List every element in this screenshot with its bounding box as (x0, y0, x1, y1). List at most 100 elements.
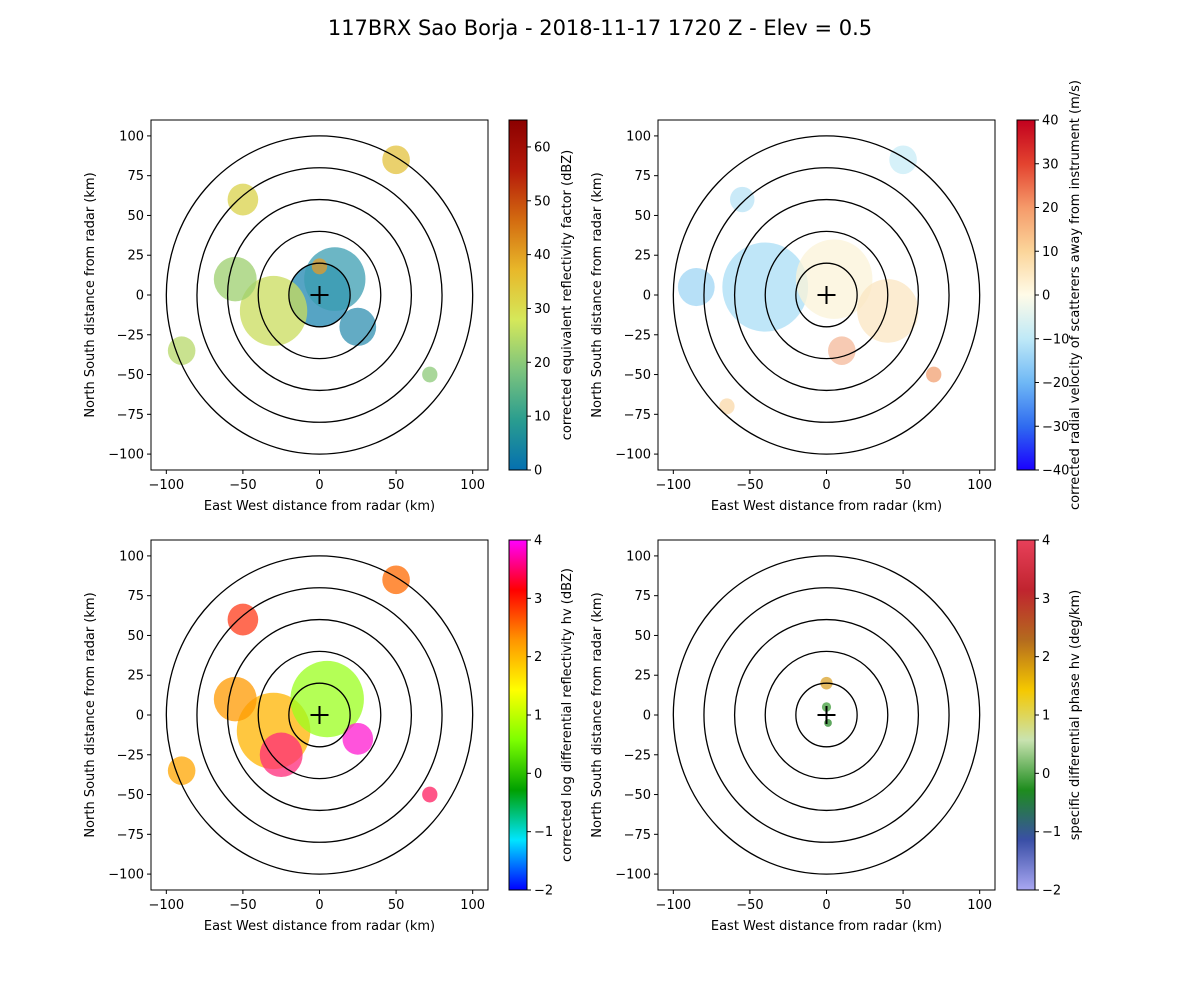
echo-region (259, 732, 303, 778)
y-tick-label: −25 (624, 748, 651, 763)
echo-region (824, 718, 832, 727)
colorbar-tick-label: 0 (1042, 289, 1050, 304)
echo-region (213, 676, 257, 722)
x-tick-label: 50 (895, 898, 912, 913)
echo-region (213, 256, 257, 302)
colorbar-tick-label: 0 (1042, 767, 1050, 782)
colorbar-tick-label: −1 (534, 825, 553, 840)
y-tick-label: −50 (624, 368, 651, 383)
y-tick-label: −100 (615, 448, 651, 463)
echo-region (342, 722, 374, 755)
y-tick-label: 75 (127, 169, 144, 184)
colorbar (1016, 119, 1036, 471)
x-tick-label: 100 (460, 478, 485, 493)
y-axis-label: North South distance from radar (km) (83, 592, 98, 837)
colorbar-tick-label: 4 (1042, 534, 1050, 549)
y-tick-label: 25 (127, 249, 144, 264)
y-tick-label: 100 (626, 549, 651, 564)
range-ring (764, 650, 889, 780)
y-tick-label: −50 (624, 788, 651, 803)
echo-region (382, 565, 410, 595)
range-ring (196, 167, 443, 423)
echo-region (677, 267, 715, 307)
y-tick-label: 100 (626, 129, 651, 144)
range-ring (288, 262, 351, 328)
x-axis-label: East West distance from radar (km) (711, 919, 942, 934)
x-axis-label: East West distance from radar (km) (204, 919, 435, 934)
colorbar-tick-label: 10 (534, 410, 551, 425)
y-tick-label: −100 (615, 868, 651, 883)
colorbar-tick-label: −1 (1042, 825, 1061, 840)
range-ring (165, 135, 474, 455)
echo-region (828, 336, 856, 365)
x-tick-label: 50 (895, 478, 912, 493)
y-tick-label: −75 (117, 828, 144, 843)
echo-region (339, 307, 377, 346)
radar-panel-1: −100 −50 0 50 100−100−75−50−250255075100East… (83, 119, 575, 514)
y-tick-label: 100 (119, 549, 144, 564)
range-ring (703, 587, 950, 843)
colorbar-tick-label: −2 (1042, 884, 1061, 899)
y-tick-label: 50 (634, 209, 651, 224)
x-axis-label: East West distance from radar (km) (204, 499, 435, 514)
x-tick-label: −100 (655, 898, 691, 913)
echo-region (227, 183, 259, 216)
radar-panel-2: −100 −50 0 50 100−100−75−50−250255075100East… (590, 80, 1083, 514)
radar-panel-3: −100 −50 0 50 100 −100 −75 −50 −25 0 25 50 75 100 East… (83, 534, 575, 935)
colorbar-tick-label: 0 (534, 767, 542, 782)
range-ring (196, 587, 443, 843)
y-tick-label: −50 (117, 368, 144, 383)
echo-region (422, 786, 438, 803)
colorbar-tick-label: 3 (1042, 592, 1050, 607)
y-tick-label: 100 (119, 129, 144, 144)
y-tick-label: 25 (634, 669, 651, 684)
y-axis-label: North South distance from radar (km) (83, 172, 98, 417)
colorbar-tick-label: 0 (534, 464, 542, 479)
y-tick-label: −75 (624, 408, 651, 423)
colorbar-label: corrected log differential reflectivity … (560, 568, 575, 862)
echo-region (227, 603, 259, 636)
y-tick-label: −75 (117, 408, 144, 423)
x-tick-label: 0 (822, 898, 830, 913)
colorbar-tick-label: 20 (1042, 201, 1059, 216)
colorbar (508, 119, 528, 471)
y-tick-label: −25 (117, 328, 144, 343)
colorbar-tick-label: 50 (534, 194, 551, 209)
colorbar-tick-label: 1 (1042, 709, 1050, 724)
x-axis-label: East West distance from radar (km) (711, 499, 942, 514)
colorbar-tick-label: 40 (1042, 114, 1059, 129)
colorbar-tick-label: 60 (534, 140, 551, 155)
y-tick-label: −25 (117, 748, 144, 763)
x-tick-label: −100 (148, 898, 184, 913)
range-ring (733, 198, 920, 392)
y-tick-label: 0 (643, 289, 651, 304)
range-ring (288, 682, 351, 748)
colorbar-tick-label: 1 (534, 709, 542, 724)
x-tick-label: 0 (315, 898, 323, 913)
colorbar-tick-label: 2 (1042, 650, 1050, 665)
y-tick-label: 0 (136, 709, 144, 724)
echo-layer (167, 145, 438, 383)
x-tick-label: 0 (315, 478, 323, 493)
echo-region (382, 145, 410, 175)
x-tick-label: 50 (388, 478, 405, 493)
range-ring (795, 262, 858, 328)
y-tick-label: 50 (127, 629, 144, 644)
echo-region (290, 660, 364, 738)
colorbar-tick-label: 3 (534, 592, 542, 607)
x-tick-label: 100 (967, 478, 992, 493)
y-tick-label: −50 (117, 788, 144, 803)
echo-region (795, 239, 873, 319)
radar-panel-4: −100 −50 0 50 100 −100 −75 −50 −25 0 25 50 75 100 East… (590, 534, 1083, 935)
echo-region (167, 756, 196, 785)
range-ring (226, 198, 413, 392)
y-tick-label: 75 (634, 169, 651, 184)
x-tick-label: −50 (736, 898, 763, 913)
colorbar-tick-label: 10 (1042, 245, 1059, 260)
range-ring (672, 135, 981, 455)
colorbar-tick-label: 30 (1042, 157, 1059, 172)
x-tick-label: 50 (388, 898, 405, 913)
y-tick-label: 50 (127, 209, 144, 224)
y-tick-label: 75 (127, 589, 144, 604)
y-tick-label: 50 (634, 629, 651, 644)
